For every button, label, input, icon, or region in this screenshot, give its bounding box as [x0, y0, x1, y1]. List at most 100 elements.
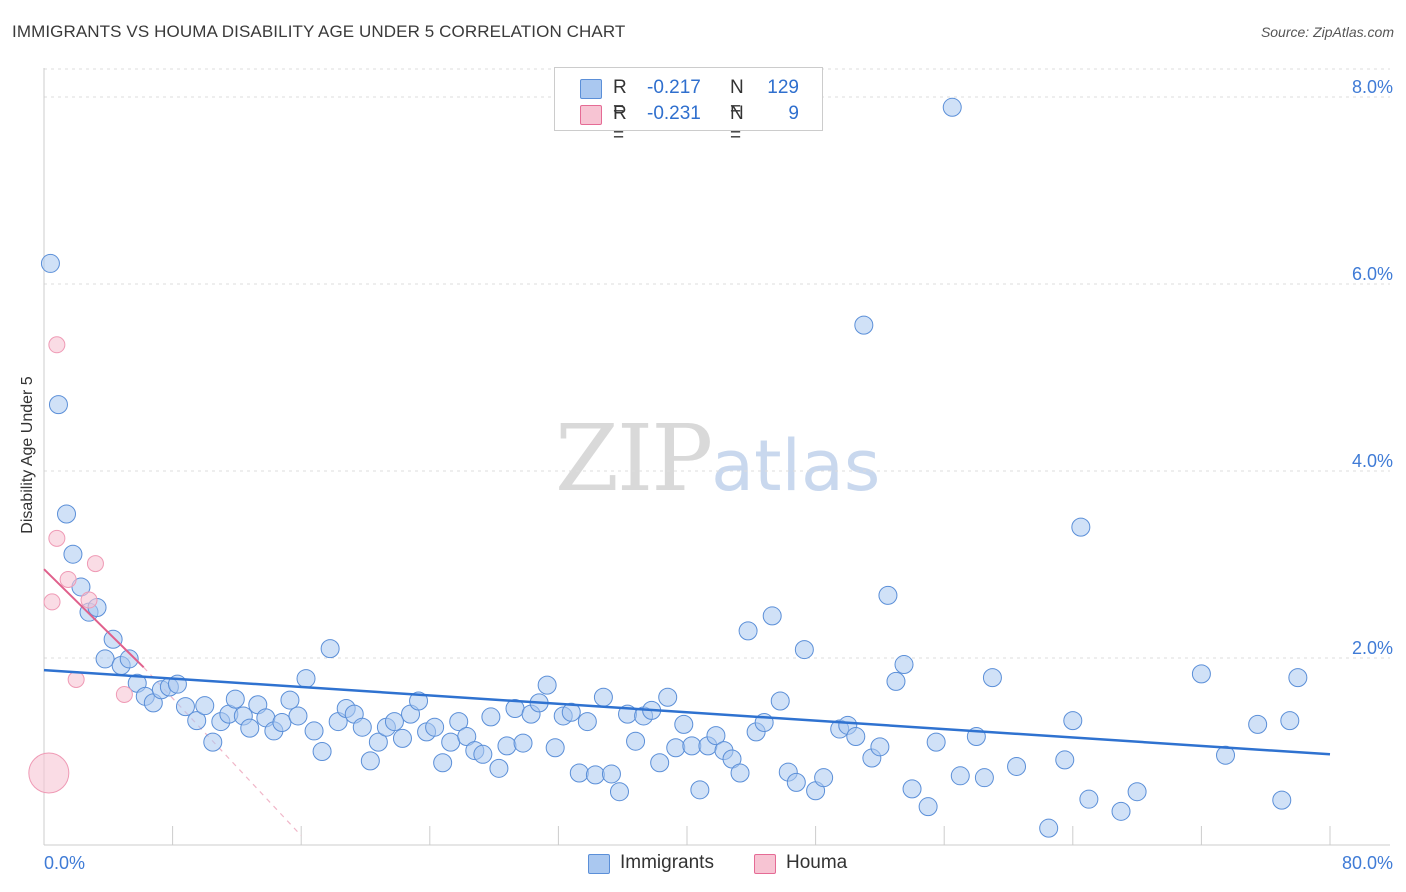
immigrants-point [1127, 782, 1147, 802]
immigrants-point [57, 504, 77, 524]
immigrants-point [320, 639, 340, 659]
immigrants-point [392, 728, 412, 748]
immigrants-point [626, 731, 646, 751]
immigrants-point [1280, 711, 1300, 731]
immigrants-point [738, 621, 758, 641]
immigrants-point [982, 668, 1002, 688]
houma-point [86, 555, 104, 573]
immigrants-point [384, 712, 404, 732]
immigrants-point [409, 691, 429, 711]
immigrants-point [497, 736, 517, 756]
bottom-legend-label-houma: Houma [786, 852, 848, 873]
immigrants-point [1248, 714, 1268, 734]
immigrants-point [537, 675, 557, 695]
immigrants-point [304, 721, 324, 741]
houma-point [48, 336, 66, 354]
immigrants-point [878, 585, 898, 605]
houma-point [67, 671, 85, 689]
x-tick-label: 80.0% [1342, 853, 1393, 873]
immigrants-point [690, 780, 710, 800]
y-tick-label: 8.0% [1352, 77, 1393, 97]
immigrants-point [545, 738, 565, 758]
immigrants-point [942, 97, 962, 117]
immigrants-point [870, 737, 890, 757]
legend-n-value: 129 [767, 77, 799, 98]
immigrants-point [770, 691, 790, 711]
houma-point [48, 529, 66, 547]
immigrants-point [650, 753, 670, 773]
immigrants-point [288, 706, 308, 726]
watermark: ZIPatlas [555, 405, 880, 512]
chart-title: IMMIGRANTS VS HOUMA DISABILITY AGE UNDER… [12, 22, 626, 41]
immigrants-point [902, 779, 922, 799]
houma-point [115, 685, 133, 703]
immigrants-point [786, 772, 806, 792]
immigrants-point [846, 727, 866, 747]
x-tick-label: 0.0% [44, 853, 85, 873]
immigrants-point [225, 689, 245, 709]
source-label: Source: ZipAtlas.com [1260, 24, 1394, 40]
immigrants-point [441, 732, 461, 752]
immigrants-point [352, 717, 372, 737]
immigrants-point [950, 766, 970, 786]
immigrants-point [1191, 664, 1211, 684]
immigrants-point [926, 732, 946, 752]
immigrants-point [577, 712, 597, 732]
immigrants-point [794, 640, 814, 660]
watermark-zip: ZIP [555, 405, 713, 512]
immigrants-point [103, 629, 123, 649]
y-tick-label: 4.0% [1352, 451, 1393, 471]
y-tick-label: 6.0% [1352, 264, 1393, 284]
houma-point [43, 593, 61, 611]
immigrants-point [513, 733, 533, 753]
legend-r-value: -0.231 [647, 103, 701, 124]
immigrants-point [95, 649, 115, 669]
immigrants-point [203, 732, 223, 752]
immigrants-point [854, 315, 874, 335]
immigrants-trend-line [43, 668, 1331, 756]
immigrants-point [481, 707, 501, 727]
y-axis-label: Disability Age Under 5 [19, 376, 36, 534]
immigrants-point [814, 768, 834, 788]
immigrants-point [48, 395, 68, 415]
houma-point [80, 591, 98, 609]
immigrants-point [561, 702, 581, 722]
houma-trend-dashed [143, 666, 302, 837]
immigrants-point [894, 655, 914, 675]
immigrants-point [762, 606, 782, 626]
immigrants-point [730, 763, 750, 783]
legend-r-label: R = [613, 103, 627, 146]
immigrants-point [1063, 711, 1083, 731]
immigrants-point [666, 738, 686, 758]
immigrants-point [658, 687, 678, 707]
immigrants-point [489, 758, 509, 778]
immigrants-point [240, 718, 260, 738]
immigrants-point [601, 764, 621, 784]
immigrants-point [296, 669, 316, 689]
immigrants-point [280, 690, 300, 710]
legend-swatch-houma [580, 105, 602, 125]
immigrants-point [187, 711, 207, 731]
immigrants-point [1071, 517, 1091, 537]
immigrants-point [674, 714, 694, 734]
legend-r-label: R = [613, 77, 627, 120]
immigrants-point [63, 544, 83, 564]
immigrants-point [272, 713, 292, 733]
bottom-legend-swatch-houma [754, 854, 776, 874]
houma-point [28, 752, 70, 794]
immigrants-point [1111, 801, 1131, 821]
immigrants-point [1288, 668, 1308, 688]
immigrants-point [1007, 756, 1027, 776]
immigrants-point [433, 753, 453, 773]
immigrants-point [609, 782, 629, 802]
legend-r-value: -0.217 [647, 77, 701, 98]
immigrants-point [360, 751, 380, 771]
immigrants-point [425, 717, 445, 737]
immigrants-point [195, 696, 215, 716]
immigrants-point [40, 253, 60, 273]
immigrants-point [585, 765, 605, 785]
correlation-legend: R = -0.217 N = 129 R = -0.231 N = 9 [554, 67, 823, 146]
immigrants-point [974, 768, 994, 788]
immigrants-point [368, 732, 388, 752]
